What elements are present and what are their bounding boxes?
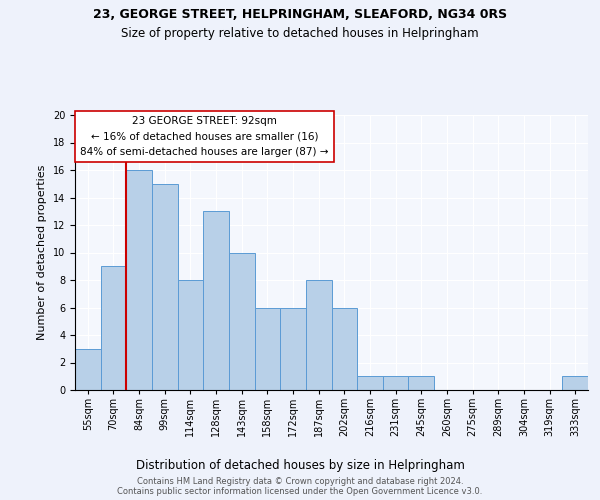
Bar bbox=[75, 111, 334, 162]
Bar bbox=[75, 349, 101, 390]
Bar bbox=[178, 280, 203, 390]
Bar bbox=[203, 211, 229, 390]
Text: Size of property relative to detached houses in Helpringham: Size of property relative to detached ho… bbox=[121, 28, 479, 40]
Text: ← 16% of detached houses are smaller (16): ← 16% of detached houses are smaller (16… bbox=[91, 132, 318, 141]
Bar bbox=[101, 266, 127, 390]
Bar bbox=[229, 252, 254, 390]
Text: 23 GEORGE STREET: 92sqm: 23 GEORGE STREET: 92sqm bbox=[132, 116, 277, 126]
Y-axis label: Number of detached properties: Number of detached properties bbox=[37, 165, 47, 340]
Bar bbox=[562, 376, 588, 390]
Bar bbox=[383, 376, 409, 390]
Text: Contains public sector information licensed under the Open Government Licence v3: Contains public sector information licen… bbox=[118, 487, 482, 496]
Bar bbox=[409, 376, 434, 390]
Bar bbox=[152, 184, 178, 390]
Text: 84% of semi-detached houses are larger (87) →: 84% of semi-detached houses are larger (… bbox=[80, 147, 329, 157]
Bar bbox=[127, 170, 152, 390]
Text: Contains HM Land Registry data © Crown copyright and database right 2024.: Contains HM Land Registry data © Crown c… bbox=[137, 477, 463, 486]
Text: 23, GEORGE STREET, HELPRINGHAM, SLEAFORD, NG34 0RS: 23, GEORGE STREET, HELPRINGHAM, SLEAFORD… bbox=[93, 8, 507, 20]
Text: Distribution of detached houses by size in Helpringham: Distribution of detached houses by size … bbox=[136, 460, 464, 472]
Bar bbox=[280, 308, 306, 390]
Bar bbox=[331, 308, 357, 390]
Bar bbox=[357, 376, 383, 390]
Bar bbox=[254, 308, 280, 390]
Bar bbox=[306, 280, 331, 390]
